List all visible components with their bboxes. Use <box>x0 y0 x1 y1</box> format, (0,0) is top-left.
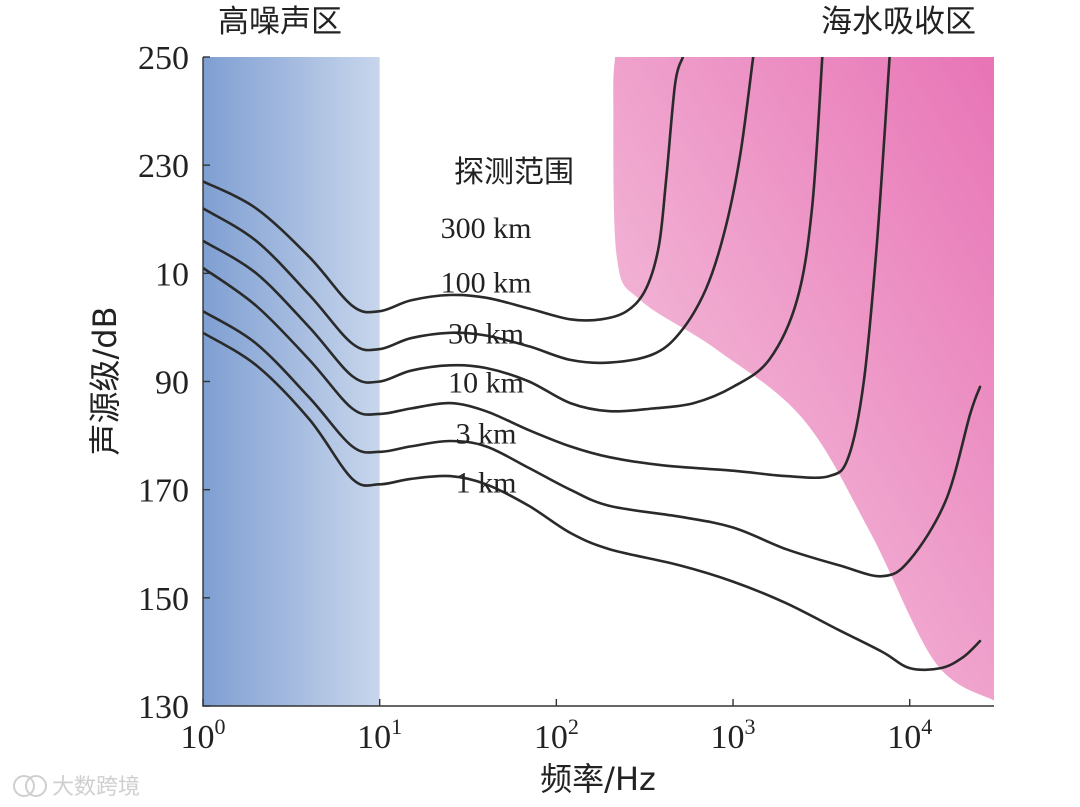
series-line-300-km <box>203 57 685 322</box>
series-label: 30 km <box>448 318 524 351</box>
noise-region <box>203 57 380 706</box>
y-tick-label: 90 <box>155 365 189 402</box>
watermark-logo-icon <box>13 775 35 797</box>
absorption-region-label: 海水吸收区 <box>821 4 976 40</box>
series-label: 1 km <box>456 466 517 499</box>
series-label: 10 km <box>448 366 524 399</box>
series-line-100-km <box>203 57 755 365</box>
range-title: 探测范围 <box>454 155 574 190</box>
series-label: 100 km <box>441 266 532 299</box>
x-axis-title: 频率/Hz <box>540 760 656 798</box>
series-label: 300 km <box>441 212 532 245</box>
series-line-30-km <box>203 57 824 413</box>
watermark: 大数跨境 <box>13 775 140 800</box>
noise-region-label: 高噪声区 <box>218 4 342 40</box>
series-line-10-km <box>203 57 891 480</box>
series-label: 3 km <box>456 418 517 451</box>
y-axis-title: 声源级/dB <box>86 306 124 455</box>
x-tick-label: 102 <box>534 714 579 756</box>
x-tick-label: 103 <box>711 714 756 756</box>
y-tick-label: 170 <box>138 473 189 510</box>
y-tick-label: 130 <box>138 689 189 726</box>
y-tick-label: 250 <box>138 40 189 77</box>
absorption-region <box>613 57 994 701</box>
series-line-1-km <box>203 331 982 672</box>
y-tick-label: 230 <box>138 148 189 185</box>
y-tick-label: 10 <box>155 256 189 293</box>
series-line-3-km <box>203 309 982 578</box>
x-tick-label: 104 <box>887 714 932 756</box>
watermark-text: 大数跨境 <box>52 775 140 800</box>
y-tick-label: 150 <box>138 581 189 618</box>
x-tick-label: 101 <box>357 714 402 756</box>
x-tick-label: 100 <box>181 714 226 756</box>
